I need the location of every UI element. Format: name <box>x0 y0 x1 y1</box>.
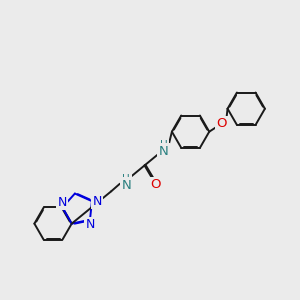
Text: O: O <box>151 178 161 191</box>
Text: N: N <box>159 145 169 158</box>
Text: N: N <box>92 195 102 208</box>
Text: O: O <box>217 117 227 130</box>
Text: N: N <box>58 196 67 209</box>
Text: H: H <box>160 140 167 150</box>
Text: N: N <box>85 218 95 231</box>
Text: H: H <box>122 174 130 184</box>
Text: N: N <box>122 179 131 192</box>
